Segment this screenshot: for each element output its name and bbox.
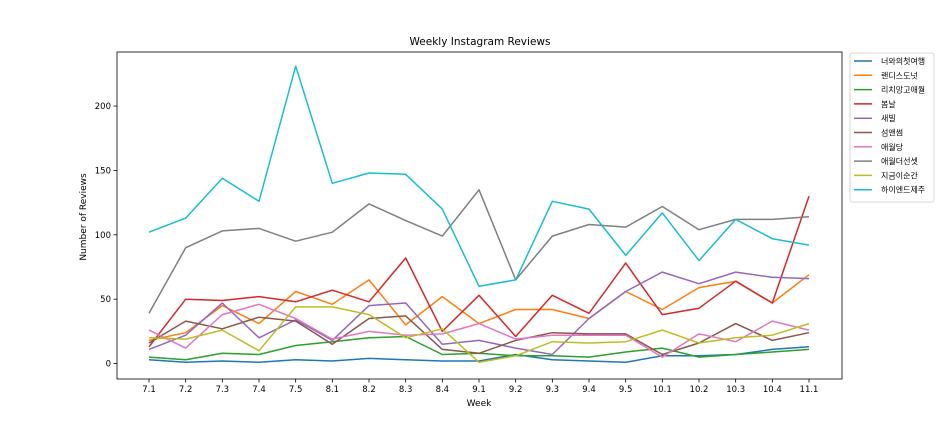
legend-label: 새빌 [881,113,896,123]
y-tick-label: 100 [95,231,111,241]
y-axis-label: Number of Reviews [79,173,89,261]
series-line-8 [148,189,810,314]
x-tick-label: 9.4 [582,385,596,395]
legend-label: 랜디스도넛 [881,70,918,80]
legend-label: 애월당 [881,142,904,152]
x-tick-label: 8.4 [436,385,450,395]
plot-area [116,51,843,380]
x-tick-label: 10.1 [653,385,672,395]
x-tick-label: 9.2 [509,385,523,395]
x-tick-label: 8.2 [362,385,376,395]
x-tick-label: 7.4 [252,385,266,395]
legend-label: 섬앤썸 [881,128,903,138]
x-tick-label: 10.3 [726,385,745,395]
series-line-1 [148,346,810,364]
x-tick-label: 11.1 [800,385,819,395]
legend-label: 봄날 [881,99,896,109]
x-tick-label: 9.3 [546,385,560,395]
series-line-7 [148,303,810,358]
legend: 너와의첫여행랜디스도넛리치망고애월봄날새빌섬앤썸애월당애월더선셋지금이순간하이엔… [849,52,935,203]
legend-label: 하이엔드제주 [881,185,925,195]
series-line-4 [148,195,810,348]
x-tick-label: 8.1 [326,385,340,395]
series-line-10 [148,65,810,288]
series-line-6 [148,315,810,356]
y-tick-label: 0 [106,360,111,370]
series-line-5 [148,271,810,356]
legend-label: 너와의첫여행 [881,56,925,66]
plot-frame [116,51,843,380]
legend-label: 애월더선셋 [881,156,918,166]
x-tick-label: 7.2 [179,385,193,395]
y-tick-label: 200 [95,102,111,112]
series-lines [148,65,810,364]
x-tick-label: 9.5 [619,385,633,395]
x-tick-label: 10.4 [763,385,782,395]
x-tick-label: 7.1 [142,385,156,395]
y-tick-label: 150 [95,166,111,176]
x-tick-label: 9.1 [472,385,486,395]
legend-label: 지금이순간 [881,170,918,180]
x-tick-label: 10.2 [690,385,709,395]
x-axis-label: Week [467,399,492,409]
series-line-9 [148,306,810,364]
legend-label: 리치망고애월 [881,85,925,95]
y-tick-label: 50 [100,295,111,305]
x-tick-label: 7.3 [216,385,230,395]
x-tick-label: 8.3 [399,385,413,395]
x-axis: 7.1 7.2 7.3 7.4 7.5 8.1 8.2 8.3 8.4 9.1 9.2 9.3 9.4 9… [142,379,818,395]
chart-title: Weekly Instagram Reviews [410,36,551,48]
y-axis: 0 50 100 150 200 [95,102,117,370]
x-tick-label: 7.5 [289,385,303,395]
